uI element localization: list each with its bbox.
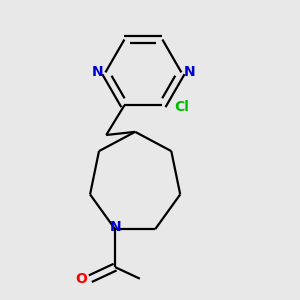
Text: Cl: Cl xyxy=(174,100,189,114)
Text: N: N xyxy=(91,65,103,80)
Text: N: N xyxy=(184,65,195,80)
Text: N: N xyxy=(109,220,121,233)
Text: O: O xyxy=(75,272,87,286)
